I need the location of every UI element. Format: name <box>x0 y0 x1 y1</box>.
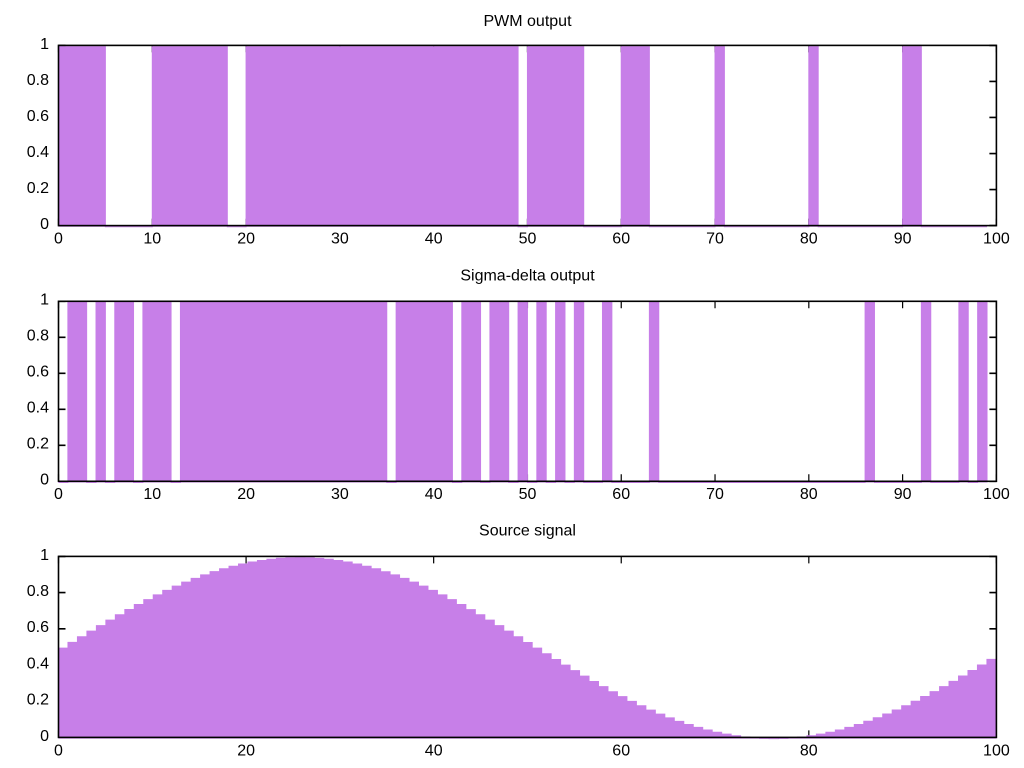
svg-text:50: 50 <box>519 231 537 248</box>
svg-text:0.4: 0.4 <box>27 655 49 672</box>
svg-text:0.4: 0.4 <box>27 400 49 417</box>
svg-text:0.2: 0.2 <box>27 692 49 709</box>
svg-text:100: 100 <box>983 486 1010 503</box>
svg-text:1: 1 <box>40 36 49 53</box>
svg-text:40: 40 <box>425 486 443 503</box>
svg-text:0.6: 0.6 <box>27 364 49 381</box>
svg-text:30: 30 <box>331 486 349 503</box>
svg-text:0.8: 0.8 <box>27 328 49 345</box>
svg-text:90: 90 <box>894 231 912 248</box>
svg-text:70: 70 <box>706 231 724 248</box>
svg-text:Source signal: Source signal <box>479 522 576 539</box>
svg-text:60: 60 <box>612 742 630 759</box>
svg-text:20: 20 <box>237 486 255 503</box>
svg-text:10: 10 <box>143 231 161 248</box>
svg-text:10: 10 <box>143 486 161 503</box>
svg-text:0.8: 0.8 <box>27 72 49 89</box>
svg-text:30: 30 <box>331 231 349 248</box>
svg-text:0: 0 <box>54 742 63 759</box>
svg-text:0: 0 <box>40 728 49 745</box>
svg-text:90: 90 <box>894 486 912 503</box>
svg-text:0.8: 0.8 <box>27 583 49 600</box>
svg-text:Sigma-delta output: Sigma-delta output <box>460 268 595 285</box>
svg-text:20: 20 <box>237 231 255 248</box>
svg-text:60: 60 <box>612 231 630 248</box>
svg-text:0.6: 0.6 <box>27 619 49 636</box>
svg-text:0: 0 <box>54 486 63 503</box>
svg-text:40: 40 <box>425 231 443 248</box>
svg-text:20: 20 <box>237 742 255 759</box>
svg-text:50: 50 <box>519 486 537 503</box>
svg-text:60: 60 <box>612 486 630 503</box>
svg-text:70: 70 <box>706 486 724 503</box>
svg-text:0: 0 <box>40 472 49 489</box>
svg-text:0.6: 0.6 <box>27 108 49 125</box>
svg-text:80: 80 <box>800 231 818 248</box>
svg-text:80: 80 <box>800 486 818 503</box>
svg-text:100: 100 <box>983 231 1010 248</box>
svg-text:0.4: 0.4 <box>27 144 49 161</box>
svg-text:0: 0 <box>40 216 49 233</box>
svg-text:0.2: 0.2 <box>27 180 49 197</box>
svg-text:80: 80 <box>800 742 818 759</box>
svg-text:40: 40 <box>425 742 443 759</box>
svg-text:100: 100 <box>983 742 1010 759</box>
svg-text:0: 0 <box>54 231 63 248</box>
svg-text:0.2: 0.2 <box>27 436 49 453</box>
svg-text:1: 1 <box>40 292 49 309</box>
svg-text:PWM output: PWM output <box>483 13 572 30</box>
svg-text:1: 1 <box>40 547 49 564</box>
